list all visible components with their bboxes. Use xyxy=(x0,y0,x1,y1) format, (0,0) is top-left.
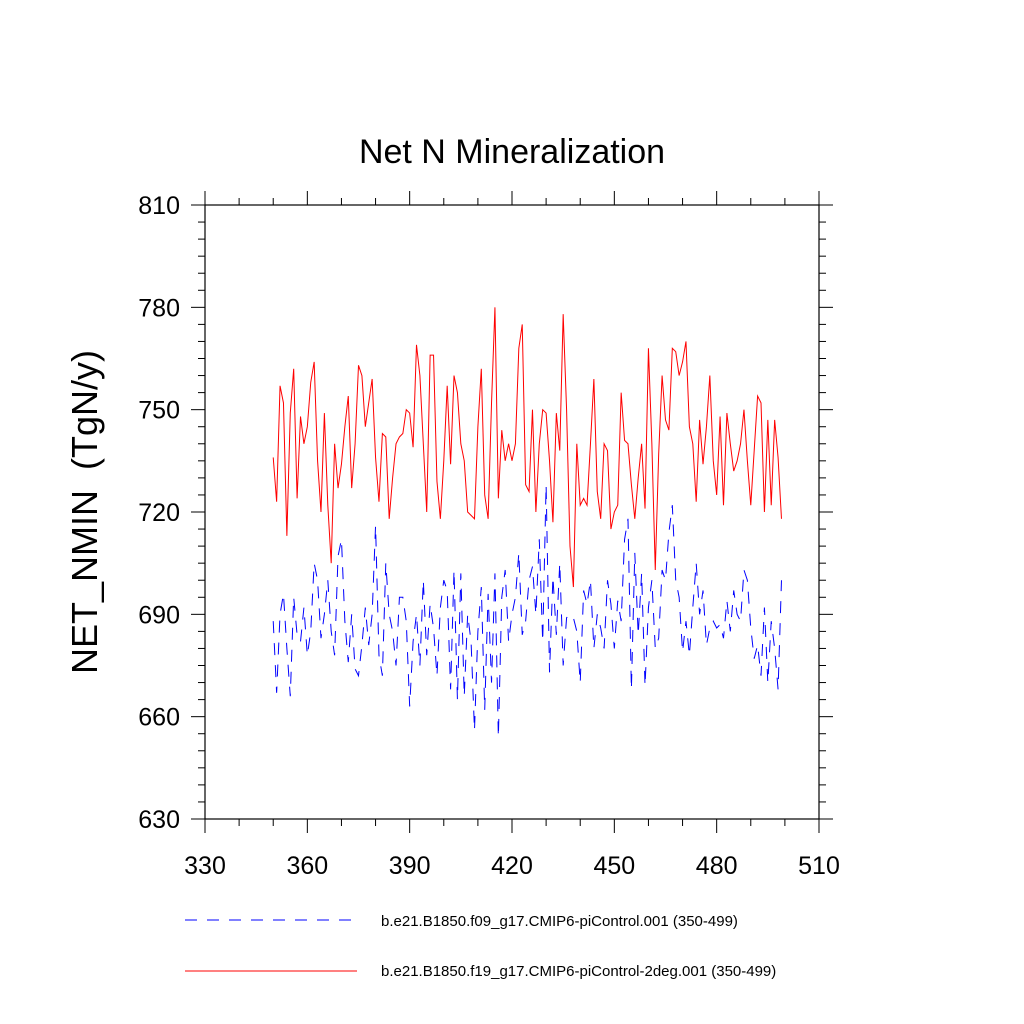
y-tick-label: 720 xyxy=(138,499,180,527)
x-tick-label: 330 xyxy=(184,852,226,880)
y-axis-label: NET_NMIN (TgN/y) xyxy=(64,350,105,674)
series-lines xyxy=(272,307,782,738)
x-tick-label: 360 xyxy=(286,852,328,880)
x-tick-label: 450 xyxy=(593,852,635,880)
y-tick-label: 660 xyxy=(138,704,180,732)
y-tick-label: 810 xyxy=(138,192,180,220)
major-ticks xyxy=(191,191,833,833)
x-tick-label: 510 xyxy=(798,852,840,880)
tick-labels: 330 360 390 420 450 480 510 630 660 690 720 750 780 8… xyxy=(138,192,840,880)
plot-frame xyxy=(204,204,820,820)
plot-area: 330 360 390 420 450 480 510 630 660 690 720 750 780 8… xyxy=(138,191,840,880)
legend-label-f09: b.e21.B1850.f09_g17.CMIP6-piControl.001 … xyxy=(381,913,738,930)
y-tick-label: 690 xyxy=(138,601,180,629)
chart-title: Net N Mineralization xyxy=(359,133,665,171)
x-tick-label: 420 xyxy=(491,852,533,880)
x-tick-label: 390 xyxy=(389,852,431,880)
series-line-f09 xyxy=(272,484,782,738)
legend: b.e21.B1850.f09_g17.CMIP6-piControl.001 … xyxy=(185,913,776,980)
y-tick-label: 780 xyxy=(138,294,180,322)
y-tick-label: 750 xyxy=(138,397,180,425)
legend-label-f19: b.e21.B1850.f19_g17.CMIP6-piControl-2deg… xyxy=(381,963,776,980)
minor-ticks xyxy=(198,198,826,826)
x-tick-label: 480 xyxy=(696,852,738,880)
series-line-f19 xyxy=(272,307,782,588)
y-tick-label: 630 xyxy=(138,806,180,834)
